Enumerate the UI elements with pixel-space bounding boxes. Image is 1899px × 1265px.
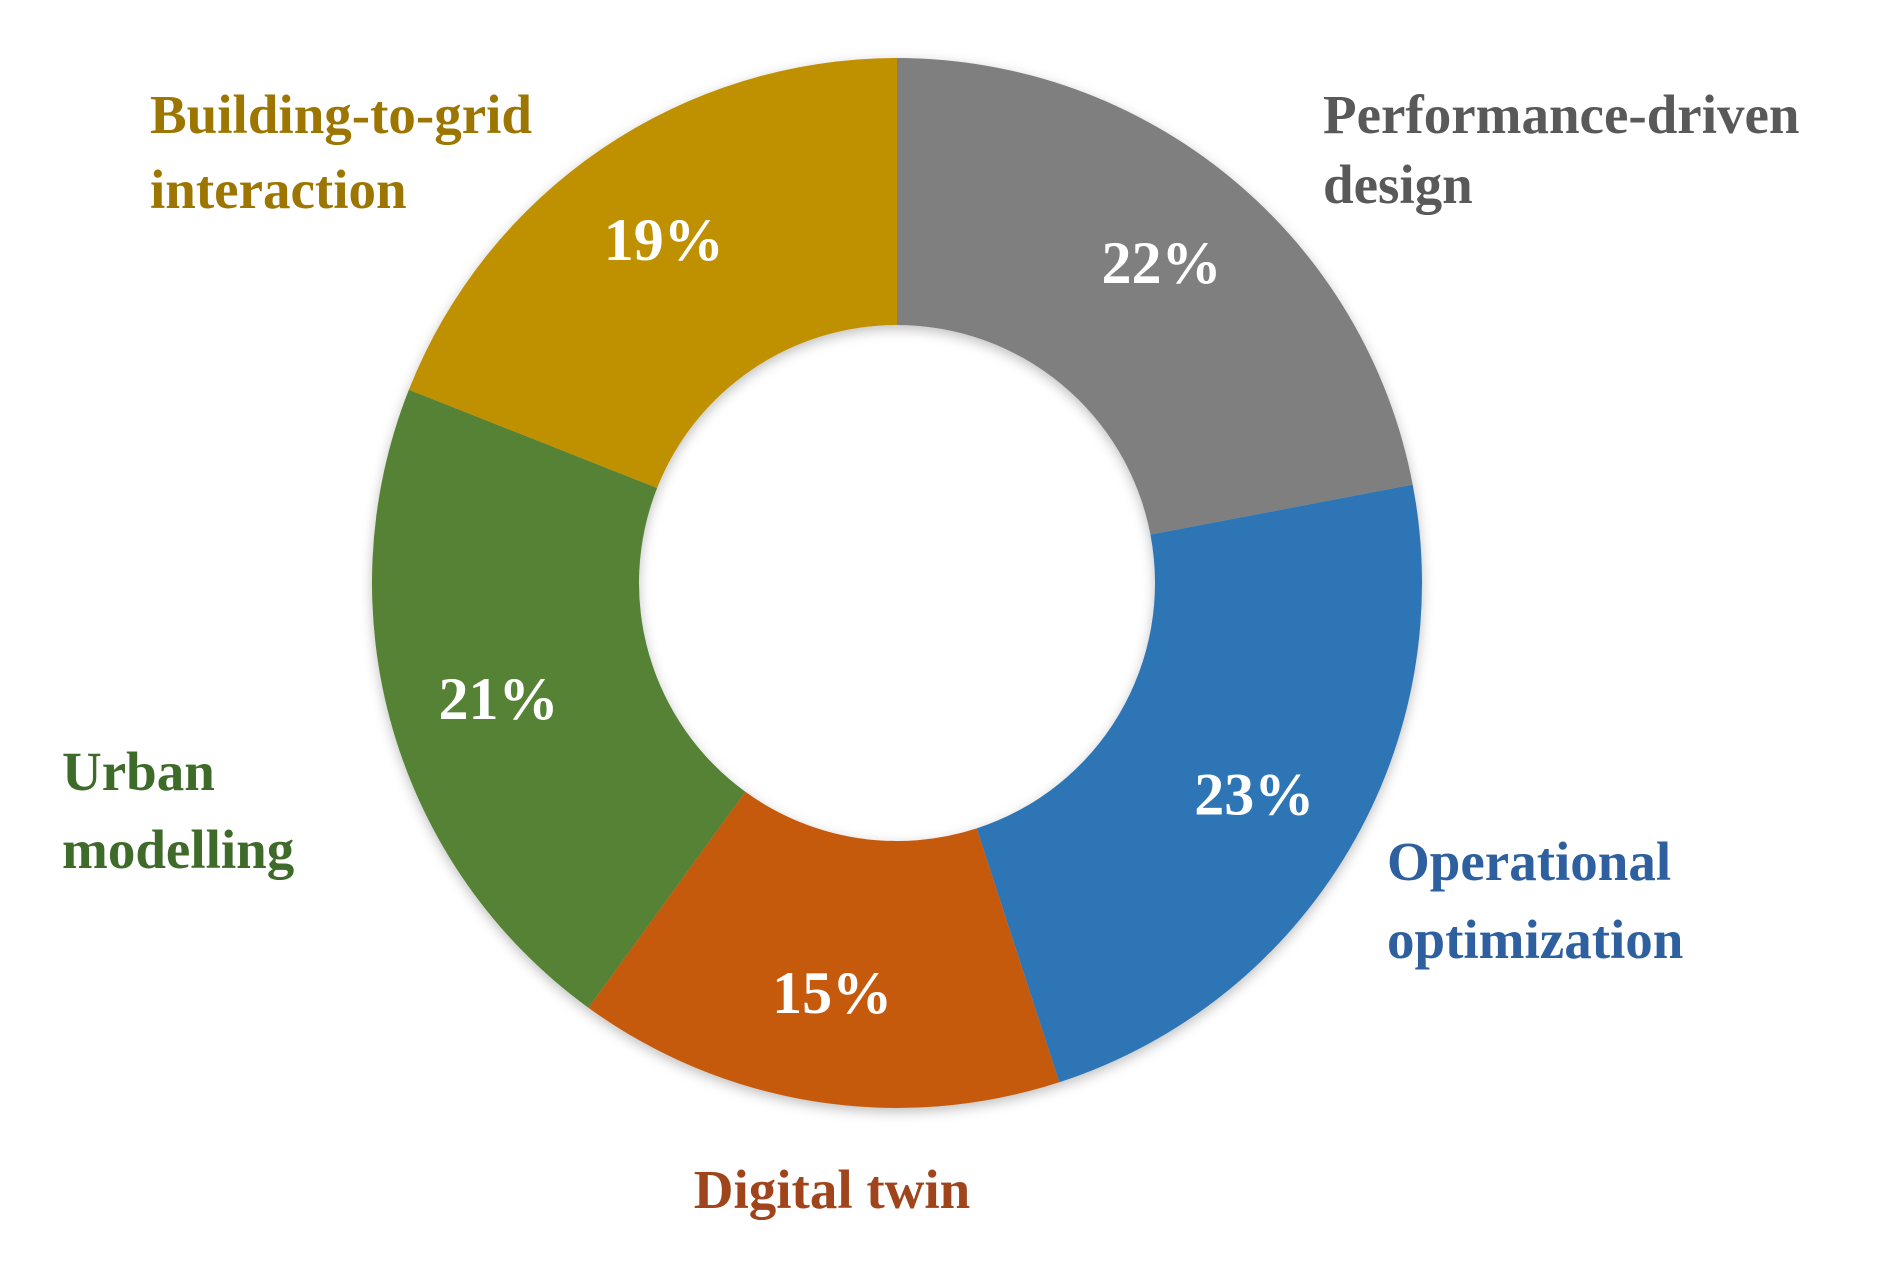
category-label-line: Digital twin (694, 1159, 971, 1220)
slice-building-to-grid-interaction (408, 58, 897, 489)
category-label-line: optimization (1387, 909, 1683, 970)
category-label-line: design (1323, 154, 1473, 215)
category-label-line: Operational (1387, 831, 1671, 892)
value-label-digital-twin: 15% (772, 960, 892, 1026)
category-label-digital-twin: Digital twin (694, 1159, 971, 1220)
value-label-building-to-grid-interaction: 19% (604, 207, 724, 273)
slice-performance-driven-design (897, 58, 1413, 535)
slices-layer (372, 58, 1423, 1108)
category-label-performance-driven-design: Performance-driven design (1323, 84, 1799, 215)
category-label-line: Urban (62, 741, 215, 802)
category-label-urban-modelling: Urban modelling (62, 741, 294, 880)
category-label-line: Building-to-grid (150, 84, 532, 145)
category-labels-layer: Performance-driven design Operational optim… (62, 84, 1799, 1220)
value-label-performance-driven-design: 22% (1102, 230, 1222, 296)
category-label-operational-optimization: Operational optimization (1387, 831, 1683, 970)
category-label-line: interaction (150, 159, 407, 220)
slice-urban-modelling (372, 389, 746, 1008)
slice-digital-twin (588, 791, 1060, 1108)
category-label-building-to-grid-interaction: Building-to-grid interaction (150, 84, 532, 220)
value-labels-layer: 22% 23% 15% 21% 19% (438, 207, 1314, 1026)
value-label-operational-optimization: 23% (1194, 761, 1314, 827)
value-label-urban-modelling: 21% (438, 666, 558, 732)
category-label-line: modelling (62, 819, 294, 880)
slice-operational-optimization (976, 484, 1423, 1083)
category-label-line: Performance-driven (1323, 84, 1799, 145)
